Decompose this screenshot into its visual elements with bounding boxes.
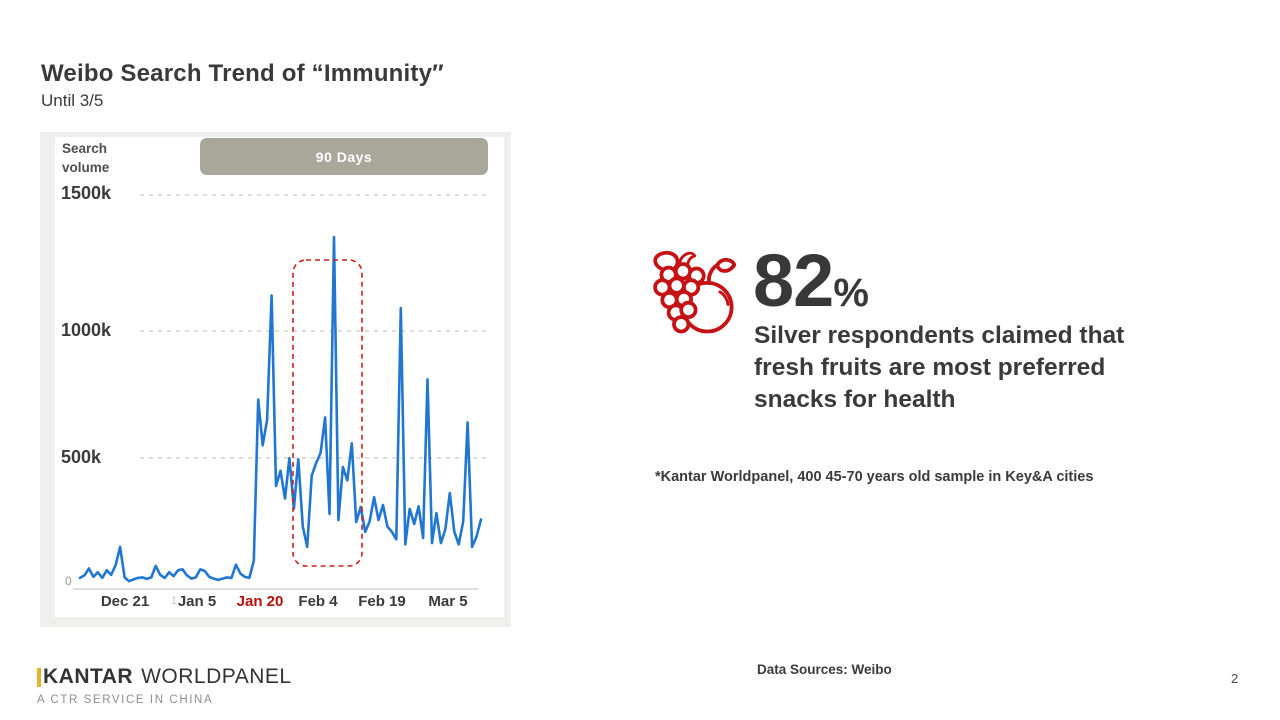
page-subtitle: Until 3/5	[41, 91, 104, 110]
highlight-box	[292, 259, 363, 567]
chart-card: Search volume 90 Days 1500k 1000k 500k 0…	[40, 132, 511, 627]
fruits-icon	[653, 250, 737, 334]
y-tick-1500k: 1500k	[61, 183, 112, 203]
brand-gold-bar	[37, 667, 41, 687]
brand-subtitle: A CTR SERVICE IN CHINA	[37, 694, 214, 706]
y-tick-500k: 500k	[61, 447, 102, 467]
trend-chart-svg	[73, 194, 490, 590]
y-tick-1000k: 1000k	[61, 320, 112, 340]
page-number: 2	[1231, 671, 1239, 686]
gridlines	[140, 194, 490, 459]
brand-name-worldpanel: WORLDPANEL	[141, 665, 292, 688]
brand-logo: KANTAR WORLDPANEL	[37, 665, 292, 689]
trend-line	[78, 235, 483, 583]
y-axis-title: Search volume	[62, 141, 110, 175]
page-title: Weibo Search Trend of “Immunity″	[41, 60, 444, 87]
x-tick-feb4: Feb 4	[298, 593, 338, 610]
x-tick-feb19: Feb 19	[358, 593, 406, 610]
chart-panel	[55, 137, 504, 617]
x-tick-dec21: Dec 21	[100, 593, 150, 610]
x-tick-jan5: Jan 5	[177, 593, 217, 610]
footnote: *Kantar Worldpanel, 400 45-70 years old …	[655, 469, 1094, 485]
data-sources-label: Data Sources: Weibo	[757, 662, 892, 677]
stray-mark: 1	[171, 595, 178, 607]
x-tick-jan20: Jan 20	[236, 593, 284, 610]
range-90-days-button[interactable]: 90 Days	[200, 138, 488, 175]
percent-sign: %	[833, 271, 869, 315]
x-tick-mar5: Mar 5	[428, 593, 468, 610]
stat-value: 82%	[753, 238, 869, 323]
stat-number: 82	[753, 239, 834, 322]
y-tick-zero: 0	[65, 574, 72, 588]
stat-description: Silver respondents claimed that fresh fr…	[754, 322, 1125, 413]
brand-name-kantar: KANTAR	[43, 665, 134, 688]
